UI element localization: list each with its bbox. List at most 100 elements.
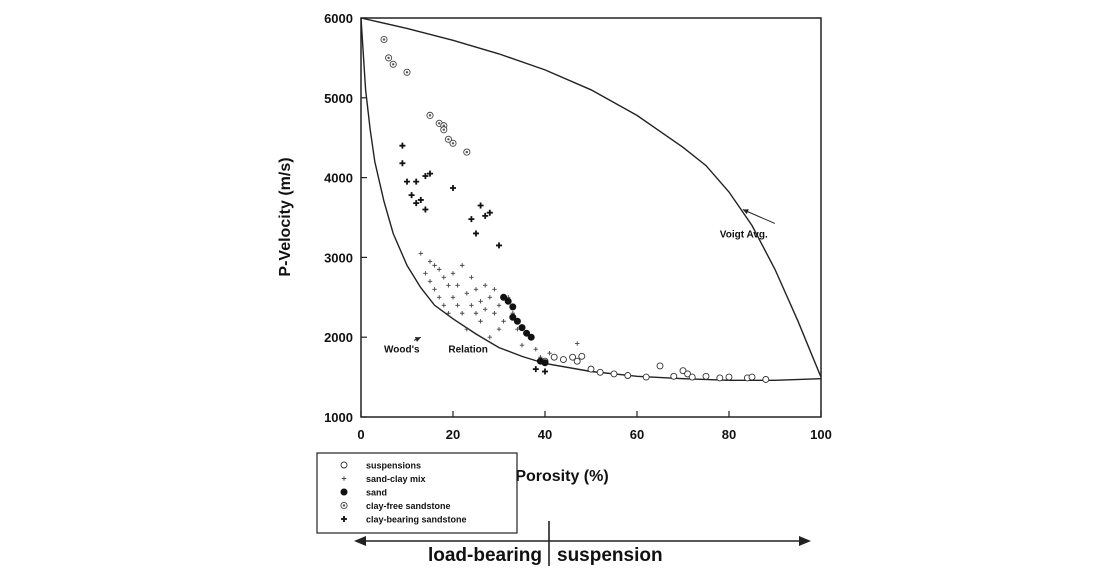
point-suspensions bbox=[624, 372, 632, 379]
annotation-arrowhead-voigt-avg bbox=[742, 209, 749, 215]
point-suspensions bbox=[725, 373, 733, 381]
point-sand-clay-mix bbox=[460, 263, 465, 268]
point-suspensions bbox=[573, 357, 581, 365]
point-sand bbox=[509, 313, 517, 321]
point-sand-clay-mix bbox=[575, 341, 580, 346]
point-sand-clay-mix bbox=[437, 267, 442, 272]
plot-frame bbox=[360, 17, 822, 418]
point-clay-bearing-sandstone bbox=[532, 366, 539, 373]
x-tick-label: 80 bbox=[722, 427, 736, 442]
point-sand-clay-mix bbox=[450, 295, 456, 300]
point-suspensions bbox=[748, 373, 756, 381]
point-sand-clay-mix bbox=[469, 275, 474, 280]
point-sand bbox=[527, 333, 535, 341]
annotations: Voigt Avg. Wood's Relation bbox=[384, 209, 775, 355]
annotation-voigt-avg: Voigt Avg. bbox=[720, 229, 768, 240]
point-sand-clay-mix bbox=[473, 311, 479, 316]
point-sand-clay-mix bbox=[418, 251, 423, 256]
point-clay-bearing-sandstone bbox=[422, 206, 429, 213]
regime-label-load-bearing: load-bearing bbox=[428, 545, 542, 566]
point-clay-bearing-sandstone bbox=[399, 142, 406, 149]
point-sand-clay-mix bbox=[464, 291, 469, 296]
point-sand-clay-mix bbox=[441, 275, 446, 280]
point-sand-clay-mix bbox=[515, 327, 520, 332]
series-clay-free-sandstone bbox=[380, 35, 471, 156]
point-clay-bearing-sandstone bbox=[542, 368, 548, 375]
point-sand-clay-mix bbox=[492, 287, 497, 292]
point-sand-clay-mix bbox=[427, 279, 433, 284]
point-clay-bearing-sandstone bbox=[496, 242, 502, 249]
point-clay-free-sandstone bbox=[463, 148, 471, 156]
y-tick-label: 2000 bbox=[324, 330, 353, 345]
curve-wood-s-relation bbox=[360, 17, 822, 381]
point-sand-clay-mix bbox=[547, 350, 552, 356]
point-clay-bearing-sandstone bbox=[482, 212, 489, 219]
point-suspensions bbox=[656, 362, 664, 370]
point-suspensions bbox=[716, 374, 724, 382]
regime-arrow-left-head bbox=[354, 536, 366, 546]
y-tick-label: 5000 bbox=[324, 91, 353, 106]
point-suspensions bbox=[587, 365, 595, 373]
point-suspensions bbox=[670, 372, 678, 380]
regime-indicator: load-bearing suspension bbox=[354, 521, 811, 566]
regime-arrow-right-head bbox=[799, 536, 811, 546]
point-clay-bearing-sandstone bbox=[473, 230, 479, 237]
point-sand bbox=[509, 303, 517, 311]
point-clay-bearing-sandstone bbox=[408, 192, 415, 199]
point-suspensions bbox=[684, 370, 692, 378]
series-suspensions bbox=[541, 352, 770, 383]
point-sand-clay-mix bbox=[432, 287, 437, 292]
point-sand-clay-mix bbox=[460, 311, 465, 316]
curves bbox=[360, 17, 822, 381]
point-clay-bearing-sandstone bbox=[427, 170, 433, 177]
point-clay-free-sandstone bbox=[449, 139, 457, 147]
point-sand-clay-mix bbox=[450, 271, 456, 276]
point-sand-clay-mix bbox=[432, 263, 437, 268]
point-sand bbox=[518, 324, 526, 332]
point-sand-clay-mix bbox=[446, 283, 451, 288]
point-suspensions bbox=[642, 373, 650, 381]
legend-label-clay-bearing-sandstone: clay-bearing sandstone bbox=[366, 515, 467, 525]
point-sand-clay-mix bbox=[496, 303, 502, 308]
point-sand-clay-mix bbox=[437, 295, 442, 300]
annotation-arrow-voigt-avg bbox=[742, 209, 775, 224]
y-axis-label: P-Velocity (m/s) bbox=[277, 157, 294, 276]
legend-label-suspensions: suspensions bbox=[366, 461, 421, 471]
point-sand-clay-mix bbox=[469, 303, 474, 308]
legend-marker-clay-bearing-sandstone bbox=[341, 516, 347, 522]
point-sand-clay-mix bbox=[501, 319, 506, 324]
point-clay-bearing-sandstone bbox=[417, 196, 424, 203]
x-tick-label: 60 bbox=[630, 427, 644, 442]
legend-label-sand: sand bbox=[366, 488, 387, 498]
point-clay-free-sandstone bbox=[380, 35, 388, 44]
y-tick-label: 4000 bbox=[324, 171, 353, 186]
point-clay-bearing-sandstone bbox=[450, 184, 456, 191]
point-sand-clay-mix bbox=[496, 327, 502, 332]
annotation-arrowhead-wood-s bbox=[414, 337, 421, 342]
x-tick-label: 20 bbox=[446, 427, 460, 442]
point-sand-clay-mix bbox=[427, 259, 433, 264]
x-tick-label: 40 bbox=[538, 427, 552, 442]
point-sand-clay-mix bbox=[446, 311, 451, 316]
point-clay-free-sandstone bbox=[403, 68, 411, 76]
point-clay-bearing-sandstone bbox=[486, 209, 493, 216]
point-sand-clay-mix bbox=[519, 342, 525, 348]
point-sand-clay-mix bbox=[483, 307, 488, 312]
point-clay-bearing-sandstone bbox=[422, 173, 429, 180]
point-suspensions bbox=[610, 370, 618, 378]
y-tick-label: 6000 bbox=[324, 11, 353, 26]
point-suspensions bbox=[762, 376, 770, 383]
legend: suspensions sand-clay mix sand clay-free sa… bbox=[316, 452, 518, 534]
series-sand bbox=[500, 293, 549, 367]
x-axis-label: Porosity (%) bbox=[515, 468, 608, 485]
point-sand-clay-mix bbox=[478, 319, 483, 324]
point-clay-bearing-sandstone bbox=[477, 202, 484, 209]
legend-label-clay-free-sandstone: clay-free sandstone bbox=[366, 501, 451, 511]
point-suspensions bbox=[569, 353, 577, 361]
point-suspensions bbox=[559, 356, 567, 363]
annotation-wood-s: Wood's bbox=[384, 344, 420, 355]
point-clay-free-sandstone bbox=[426, 111, 434, 119]
regime-label-suspension: suspension bbox=[557, 545, 663, 566]
point-clay-bearing-sandstone bbox=[404, 178, 410, 185]
point-sand bbox=[500, 293, 508, 301]
